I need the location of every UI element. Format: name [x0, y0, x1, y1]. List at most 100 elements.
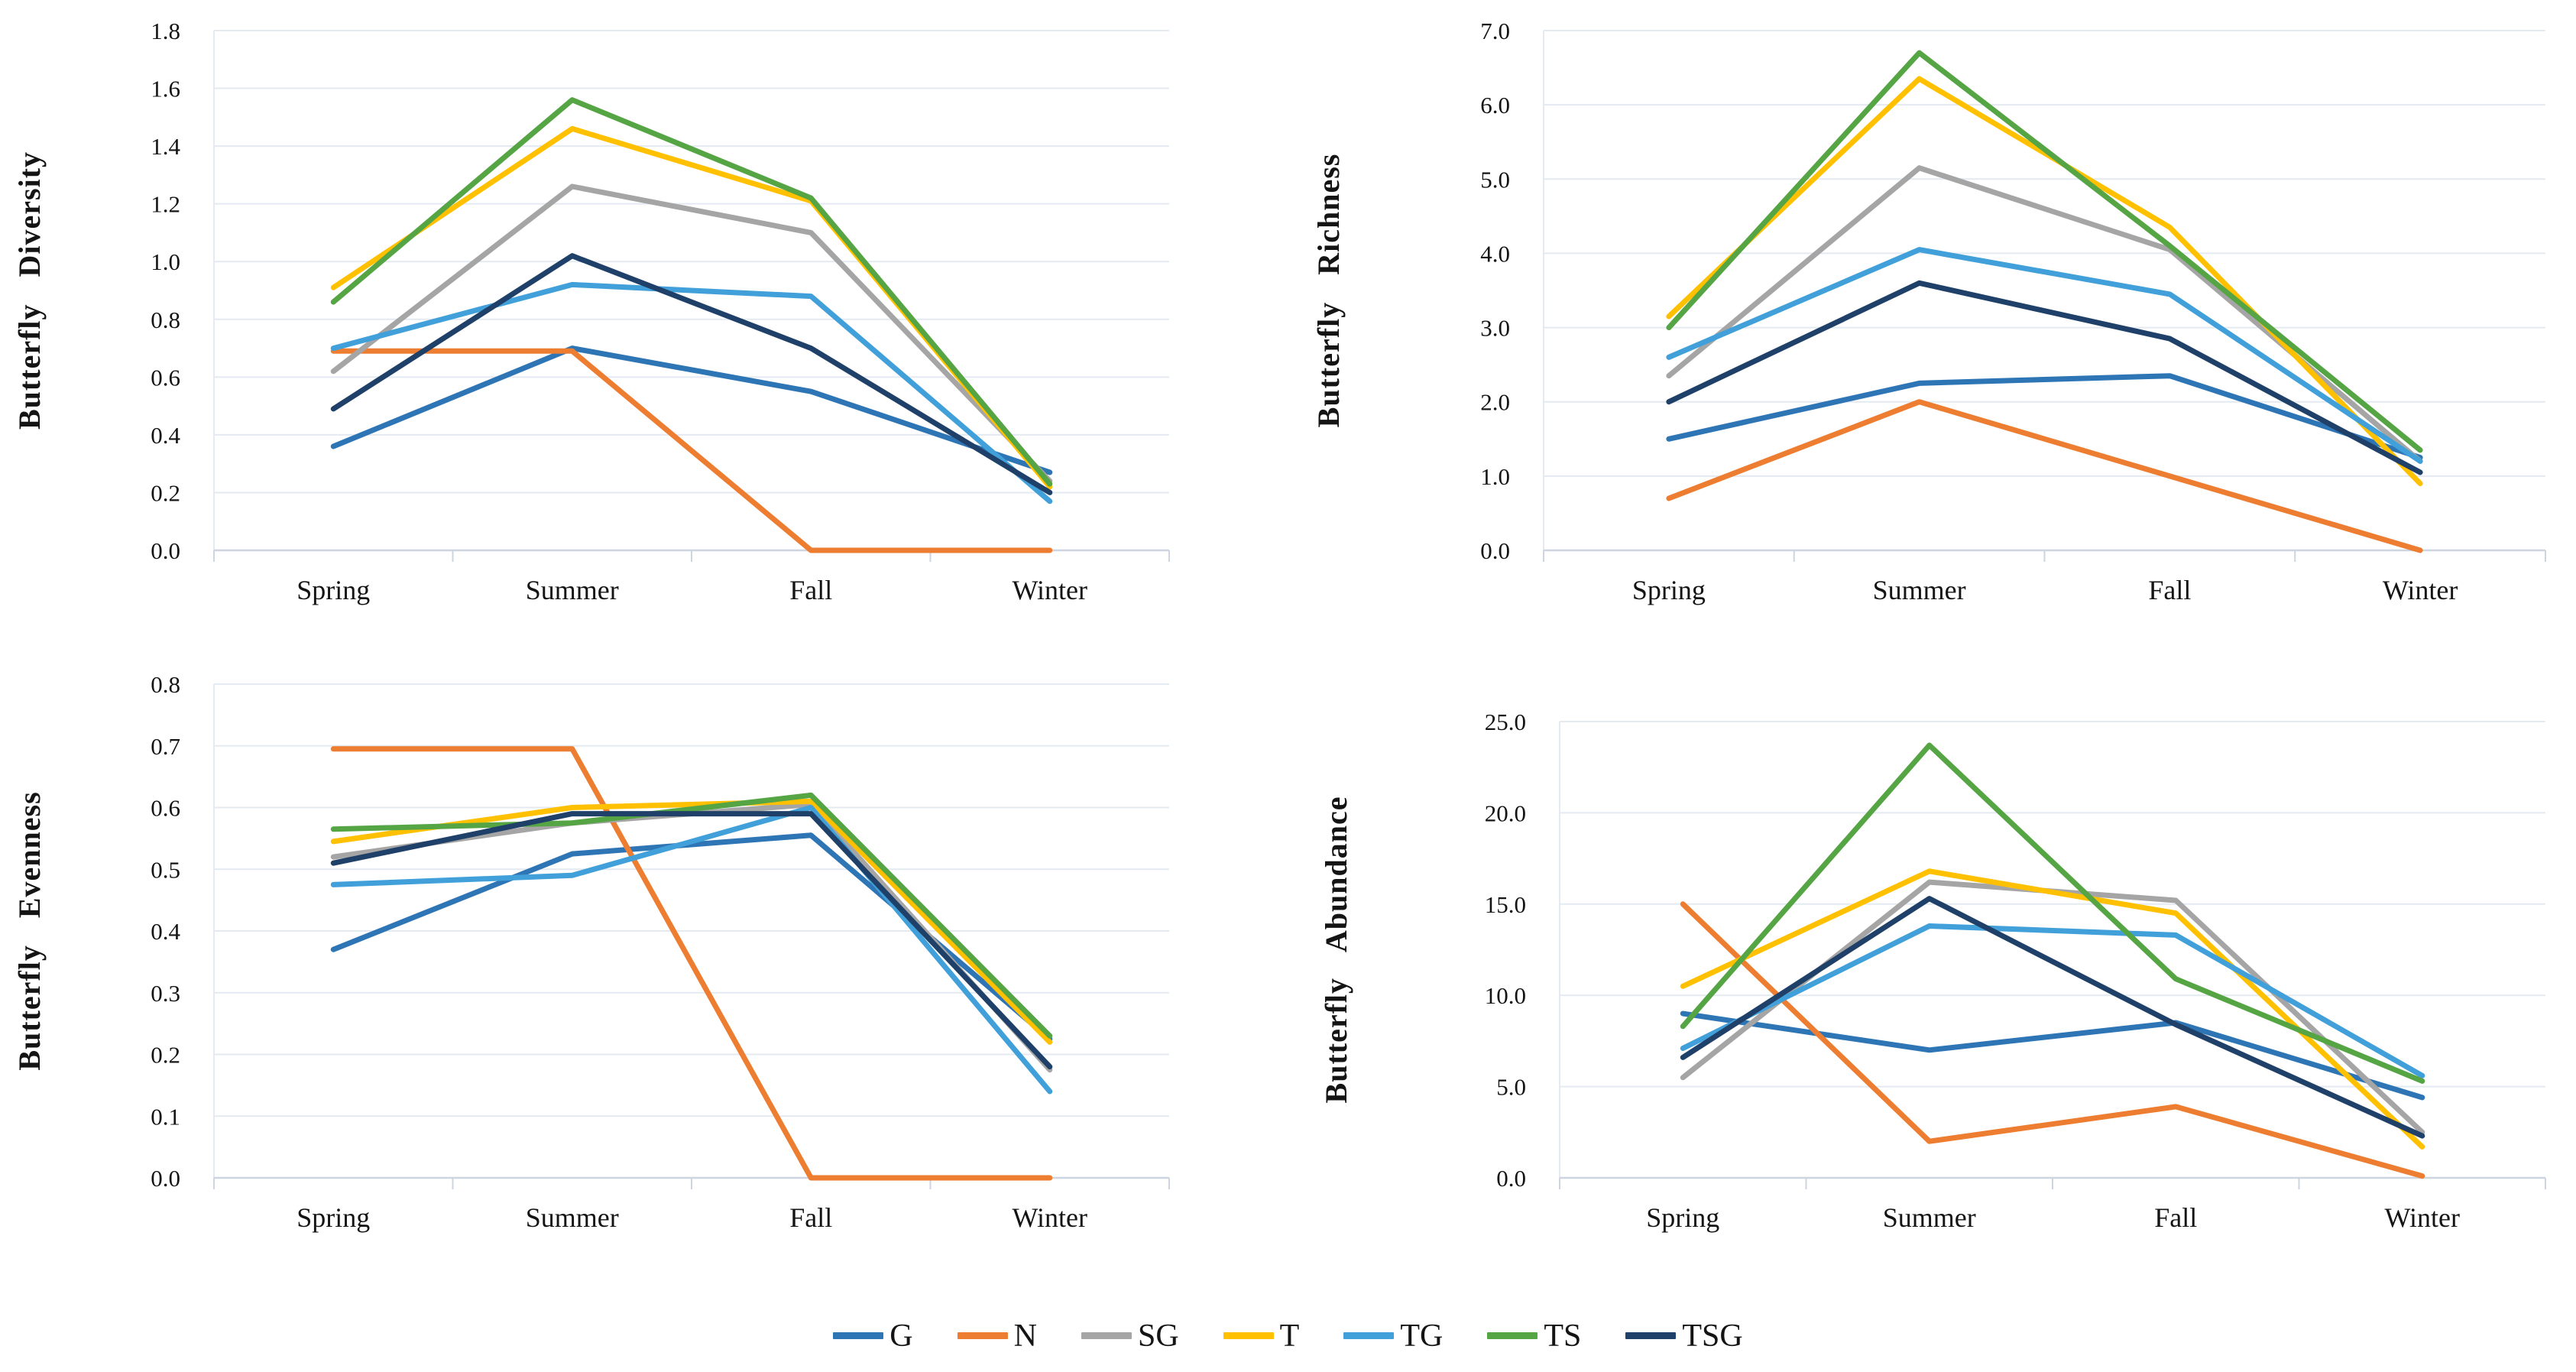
y-tick-label: 0.6 [151, 364, 180, 391]
y-tick-label: 20.0 [1485, 800, 1526, 826]
x-category-label: Winter [1012, 575, 1087, 605]
y-tick-label: 15.0 [1485, 891, 1526, 918]
legend-swatch-TSG [1625, 1332, 1677, 1339]
y-tick-label: 0.8 [151, 671, 180, 698]
legend-label: G [889, 1318, 913, 1354]
y-tick-label: 1.6 [151, 76, 180, 102]
x-category-label: Spring [1632, 575, 1706, 605]
chart-butterfly-abundance: 0.0 5.0 10.0 15.0 20.0 25.0 Spring Summer Fall Wi… [1319, 709, 2546, 1233]
series-line-TS [1666, 50, 2423, 453]
x-category-label: Fall [789, 575, 832, 605]
legend-label: TG [1400, 1318, 1444, 1354]
series-line-SG [330, 183, 1053, 484]
legend-swatch-T [1223, 1332, 1274, 1339]
series-line-TG [1666, 247, 2423, 464]
series-line-N [330, 746, 1053, 1181]
panel-butterfly-evenness: 0.0 0.1 0.2 0.3 0.4 0.5 0.6 0.7 0.8 Spring Summer F… [0, 650, 1288, 1299]
legend-label: TSG [1682, 1318, 1743, 1354]
y-axis-title: Butterfly Evenness [12, 791, 47, 1070]
y-tick-label: 0.0 [151, 537, 180, 564]
y-tick-label: 0.4 [151, 422, 180, 449]
legend-item-SG: SG [1081, 1320, 1179, 1352]
y-tick-label: 0.2 [151, 1042, 180, 1069]
x-category-label: Summer [526, 575, 619, 605]
y-tick-label: 7.0 [1480, 18, 1510, 44]
series-line-G [330, 345, 1053, 475]
y-tick-label: 1.0 [1480, 463, 1510, 490]
x-category-label: Spring [296, 575, 370, 605]
chart-butterfly-richness: 0.0 1.0 2.0 3.0 4.0 5.0 6.0 7.0 Spring Summer Fall… [1311, 18, 2546, 605]
chart-butterfly-diversity: 0.0 0.2 0.4 0.6 0.8 1.0 1.2 1.4 1.6 1.8 Spring Summ… [12, 18, 1170, 605]
y-tick-label: 0.0 [151, 1165, 180, 1192]
y-axis-title: Butterfly Richness [1311, 154, 1346, 428]
x-category-label: Spring [1646, 1202, 1719, 1233]
legend-item-TG: TG [1343, 1320, 1443, 1352]
legend-label: SG [1137, 1318, 1179, 1354]
series-line-TG [1680, 923, 2425, 1078]
y-tick-label: 5.0 [1480, 166, 1510, 193]
series-line-TSG [1680, 896, 2425, 1139]
y-tick-label: 1.4 [151, 133, 180, 160]
x-category-label: Summer [526, 1202, 619, 1233]
x-category-label: Winter [1012, 1202, 1087, 1233]
series-line-G [1666, 373, 2423, 461]
series-line-TS [330, 97, 1053, 487]
x-category-label: Summer [1873, 575, 1966, 605]
legend-swatch-SG [1081, 1332, 1132, 1339]
y-tick-label: 4.0 [1480, 240, 1510, 267]
legend-label: N [1013, 1318, 1037, 1354]
series-line-N [1680, 901, 2425, 1179]
legend-item-T: T [1223, 1320, 1299, 1352]
y-tick-label: 3.0 [1480, 315, 1510, 342]
y-tick-label: 10.0 [1485, 982, 1526, 1009]
chart-butterfly-evenness: 0.0 0.1 0.2 0.3 0.4 0.5 0.6 0.7 0.8 Spring Summer F… [12, 671, 1170, 1233]
y-tick-label: 0.4 [151, 918, 180, 945]
y-tick-label: 1.0 [151, 248, 180, 275]
y-tick-label: 2.0 [1480, 389, 1510, 416]
y-tick-label: 1.2 [151, 191, 180, 218]
y-tick-label: 0.6 [151, 795, 180, 822]
x-category-label: Winter [2384, 1202, 2460, 1233]
x-category-label: Fall [2154, 1202, 2197, 1233]
y-tick-label: 0.8 [151, 307, 180, 333]
x-category-label: Fall [789, 1202, 832, 1233]
series-line-G [1680, 1010, 2425, 1101]
legend-swatch-G [833, 1332, 884, 1339]
series-line-TSG [330, 811, 1053, 1070]
y-tick-label: 0.2 [151, 479, 180, 506]
y-tick-label: 0.1 [151, 1103, 180, 1130]
legend-item-N: N [957, 1320, 1037, 1352]
series-line-TG [330, 805, 1053, 1095]
y-tick-label: 6.0 [1480, 92, 1510, 118]
y-axis-title: Butterfly Diversity [12, 151, 47, 430]
panel-butterfly-diversity: 0.0 0.2 0.4 0.6 0.8 1.0 1.2 1.4 1.6 1.8 Spring Summ… [0, 0, 1288, 650]
x-category-label: Spring [296, 1202, 370, 1233]
legend-item-TSG: TSG [1625, 1318, 1743, 1354]
legend-item-G: G [833, 1318, 913, 1354]
series-line-TS [330, 792, 1053, 1039]
legend: G N SG T TG TS TSG [0, 1299, 2576, 1372]
series-line-TSG [330, 253, 1053, 495]
y-tick-label: 5.0 [1496, 1074, 1526, 1101]
y-tick-label: 0.5 [151, 856, 180, 883]
y-tick-label: 0.0 [1480, 537, 1510, 564]
y-tick-label: 0.3 [151, 980, 180, 1007]
series-line-N [1666, 399, 2423, 553]
y-tick-label: 0.0 [1496, 1165, 1526, 1192]
x-category-label: Summer [1883, 1202, 1976, 1233]
series-line-TSG [1666, 280, 2423, 475]
series-line-TS [1680, 742, 2425, 1084]
legend-item-TS: TS [1487, 1320, 1581, 1352]
legend-label: TS [1544, 1318, 1582, 1354]
series-line-T [330, 798, 1053, 1045]
panel-butterfly-richness: 0.0 1.0 2.0 3.0 4.0 5.0 6.0 7.0 Spring Summer Fall… [1288, 0, 2576, 650]
x-category-label: Fall [2148, 575, 2191, 605]
legend-swatch-N [957, 1332, 1008, 1339]
series-line-T [330, 125, 1053, 490]
legend-swatch-TS [1487, 1332, 1538, 1339]
series-line-N [330, 348, 1053, 553]
y-tick-label: 1.8 [151, 18, 180, 44]
series-line-T [1666, 76, 2423, 487]
y-tick-label: 25.0 [1485, 709, 1526, 735]
